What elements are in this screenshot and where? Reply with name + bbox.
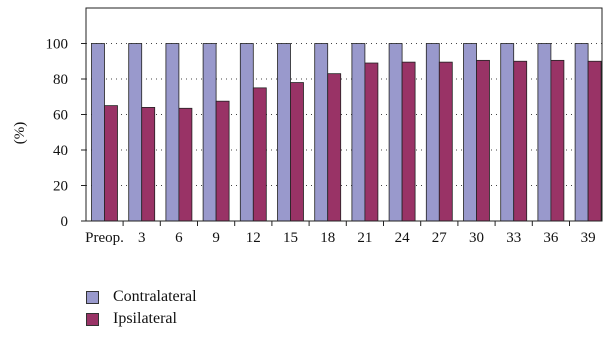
x-tick-label-9: 27 (432, 230, 448, 246)
bar-ipsilateral-12 (550, 59, 565, 222)
bar-contralateral-3 (202, 43, 217, 222)
bar-contralateral-6 (314, 43, 329, 222)
bar-contralateral-1 (128, 43, 143, 222)
legend-swatch-contralateral (86, 290, 99, 304)
x-tick-label-12: 36 (543, 230, 559, 246)
bar-contralateral-7 (351, 43, 366, 222)
x-tick-label-1: 3 (138, 230, 146, 246)
legend-item-ipsilateral: Ipsilateral (86, 308, 197, 330)
x-tick-label-2: 6 (175, 230, 183, 246)
bar-ipsilateral-9 (438, 61, 453, 222)
bar-contralateral-9 (425, 43, 440, 222)
x-tick-label-11: 33 (506, 230, 521, 246)
x-tick-label-6: 18 (320, 230, 335, 246)
bar-ipsilateral-2 (178, 107, 193, 222)
x-tick-label-7: 21 (357, 230, 372, 246)
x-tick-label-0: Preop. (85, 230, 124, 246)
x-tick-label-5: 15 (283, 230, 298, 246)
bar-ipsilateral-13 (587, 60, 602, 222)
bar-ipsilateral-0 (104, 105, 118, 222)
bar-contralateral-12 (537, 43, 552, 222)
bar-contralateral-0 (91, 43, 105, 222)
y-tick-label-80: 80 (53, 72, 68, 88)
y-tick-labels: 0 20 40 60 80 100 (46, 37, 69, 231)
x-tick-label-4: 12 (246, 230, 261, 246)
legend-label-contralateral: Contralateral (113, 288, 197, 305)
bar-ipsilateral-1 (141, 107, 156, 222)
axes (81, 7, 603, 226)
legend: Contralateral Ipsilateral (86, 286, 197, 330)
x-tick-labels: Preop. 3 6 9 12 15 18 21 24 27 30 33 36 39 (85, 230, 595, 246)
bar-contralateral-8 (388, 43, 403, 222)
bar-contralateral-11 (500, 43, 515, 222)
x-tick-label-8: 24 (395, 230, 411, 246)
bar-contralateral-10 (463, 43, 477, 222)
legend-label-ipsilateral: Ipsilateral (113, 310, 177, 327)
bar-contralateral-4 (239, 43, 254, 222)
bar-ipsilateral-6 (327, 73, 342, 222)
bars (91, 43, 602, 222)
legend-swatch-ipsilateral (86, 312, 99, 326)
bar-ipsilateral-10 (476, 59, 490, 222)
legend-item-contralateral: Contralateral (86, 286, 197, 308)
x-tick-label-13: 39 (581, 230, 596, 246)
y-tick-label-100: 100 (46, 37, 69, 53)
bar-ipsilateral-8 (401, 61, 416, 222)
x-tick-label-3: 9 (212, 230, 220, 246)
bar-ipsilateral-11 (513, 60, 528, 222)
bar-contralateral-5 (277, 43, 291, 222)
bar-ipsilateral-5 (290, 82, 304, 222)
bar-contralateral-13 (574, 43, 589, 222)
y-tick-label-60: 60 (53, 108, 68, 124)
x-tick-label-10: 30 (469, 230, 484, 246)
bar-ipsilateral-4 (252, 87, 267, 222)
bar-contralateral-2 (165, 43, 180, 222)
y-tick-label-20: 20 (53, 179, 68, 195)
y-tick-label-0: 0 (61, 214, 69, 230)
y-axis-title: (%) (12, 122, 28, 145)
bar-ipsilateral-7 (364, 62, 379, 222)
bar-ipsilateral-3 (215, 100, 230, 222)
y-tick-label-40: 40 (53, 143, 68, 159)
